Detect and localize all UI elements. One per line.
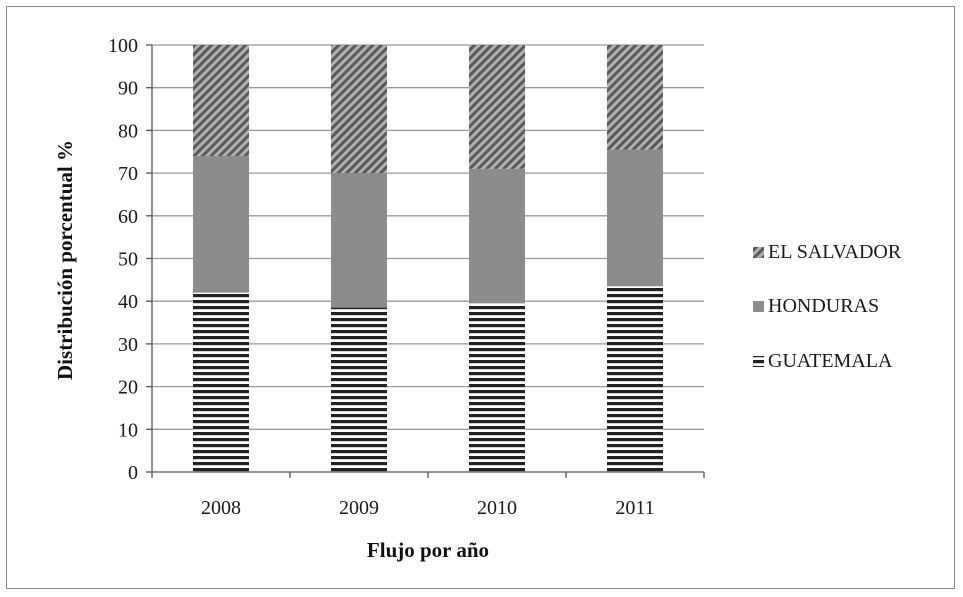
y-tick-labels: 0 10 20 30 40 50 60 70 80 90 100 <box>108 35 138 484</box>
x-tick-label: 2008 <box>201 497 241 519</box>
y-tick-label: 90 <box>118 78 138 100</box>
bar-segment-honduras <box>331 173 387 308</box>
axes <box>146 44 705 478</box>
bar-segment-el-salvador <box>193 45 249 157</box>
legend-swatch <box>753 301 764 312</box>
bar-segment-honduras <box>607 149 663 287</box>
y-tick-label: 0 <box>128 462 138 484</box>
bars <box>193 45 663 472</box>
bar-segment-guatemala <box>469 303 525 472</box>
y-tick-label: 20 <box>118 377 138 399</box>
y-tick-label: 50 <box>118 249 138 271</box>
legend: EL SALVADOR HONDURAS GUATEMALA <box>753 241 902 372</box>
x-tick-label: 2010 <box>477 497 517 519</box>
x-axis-title: Flujo por año <box>367 538 489 562</box>
legend-label: EL SALVADOR <box>768 241 902 263</box>
bar-segment-honduras <box>469 168 525 304</box>
bar-segment-el-salvador <box>607 45 663 150</box>
bar-segment-el-salvador <box>469 45 525 169</box>
y-tick-label: 40 <box>118 291 138 313</box>
y-axis-title: Distribución porcentual % <box>53 140 77 380</box>
y-tick-label: 70 <box>118 163 138 185</box>
bar-segment-el-salvador <box>331 45 387 174</box>
bar-segment-guatemala <box>193 292 249 472</box>
y-tick-label: 80 <box>118 120 138 142</box>
y-tick-label: 30 <box>118 334 138 356</box>
bar-segment-honduras <box>193 156 249 293</box>
bar-segment-guatemala <box>607 286 663 472</box>
legend-swatch <box>753 247 764 258</box>
legend-label: HONDURAS <box>768 295 879 317</box>
y-tick-label: 100 <box>108 35 138 57</box>
bar-segment-guatemala <box>331 307 387 472</box>
x-tick-labels: 2008 2009 2010 2011 <box>201 497 655 519</box>
y-tick-label: 60 <box>118 206 138 228</box>
x-tick-label: 2009 <box>339 497 379 519</box>
x-tick-label: 2011 <box>615 497 654 519</box>
legend-swatch <box>753 356 764 367</box>
legend-label: GUATEMALA <box>768 350 893 372</box>
y-tick-label: 10 <box>118 419 138 441</box>
